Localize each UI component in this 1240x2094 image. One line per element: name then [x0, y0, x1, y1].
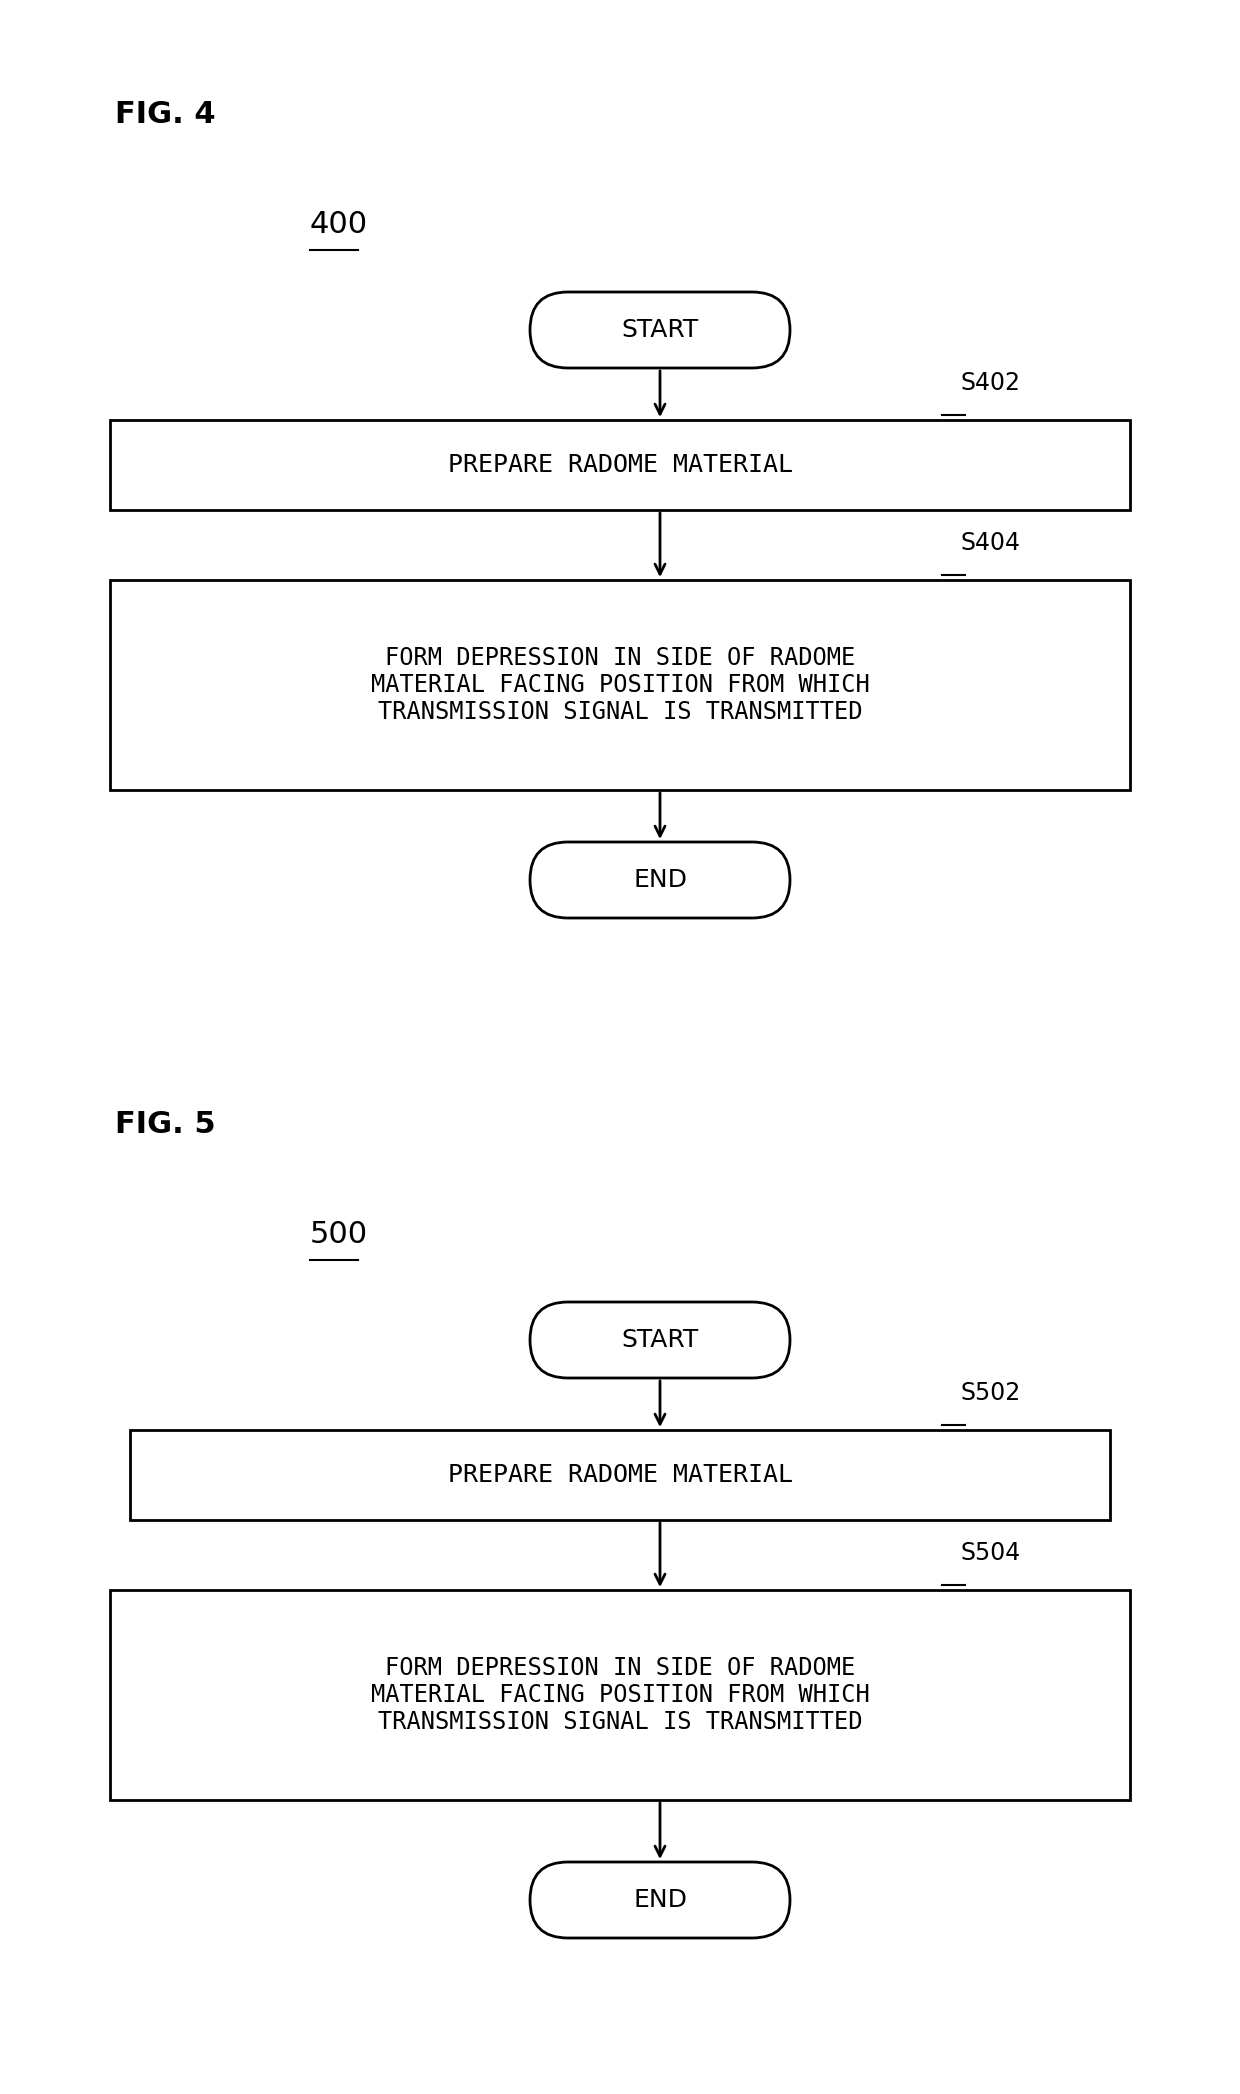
Text: MATERIAL FACING POSITION FROM WHICH: MATERIAL FACING POSITION FROM WHICH — [371, 672, 869, 697]
Text: 400: 400 — [310, 209, 368, 239]
Text: PREPARE RADOME MATERIAL: PREPARE RADOME MATERIAL — [448, 1464, 792, 1487]
Text: S402: S402 — [960, 371, 1021, 396]
Text: START: START — [621, 318, 698, 341]
Text: FORM DEPRESSION IN SIDE OF RADOME: FORM DEPRESSION IN SIDE OF RADOME — [384, 645, 856, 670]
Text: MATERIAL FACING POSITION FROM WHICH: MATERIAL FACING POSITION FROM WHICH — [371, 1684, 869, 1707]
Text: START: START — [621, 1328, 698, 1353]
Text: TRANSMISSION SIGNAL IS TRANSMITTED: TRANSMISSION SIGNAL IS TRANSMITTED — [378, 1711, 862, 1734]
Text: END: END — [632, 869, 687, 892]
Text: S502: S502 — [960, 1382, 1021, 1405]
Text: 500: 500 — [310, 1221, 368, 1248]
Bar — [110, 421, 1130, 511]
Text: S404: S404 — [960, 532, 1021, 555]
Text: FORM DEPRESSION IN SIDE OF RADOME: FORM DEPRESSION IN SIDE OF RADOME — [384, 1656, 856, 1679]
Text: END: END — [632, 1889, 687, 1912]
Text: FIG. 4: FIG. 4 — [115, 101, 216, 130]
Text: TRANSMISSION SIGNAL IS TRANSMITTED: TRANSMISSION SIGNAL IS TRANSMITTED — [378, 699, 862, 725]
Text: S504: S504 — [960, 1541, 1021, 1564]
Bar — [110, 580, 1130, 789]
Bar — [110, 1589, 1130, 1801]
FancyBboxPatch shape — [529, 842, 790, 917]
Text: FIG. 5: FIG. 5 — [115, 1110, 216, 1139]
FancyBboxPatch shape — [529, 1862, 790, 1939]
Bar — [130, 1430, 1110, 1520]
FancyBboxPatch shape — [529, 291, 790, 369]
FancyBboxPatch shape — [529, 1302, 790, 1378]
Text: PREPARE RADOME MATERIAL: PREPARE RADOME MATERIAL — [448, 452, 792, 477]
